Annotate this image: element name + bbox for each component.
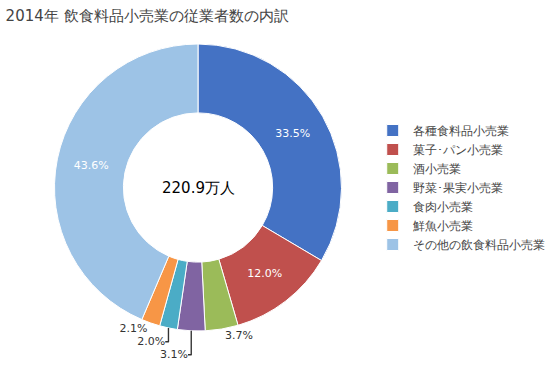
svg-text:鮮魚小売業: 鮮魚小売業 bbox=[413, 219, 473, 233]
svg-text:33.5%: 33.5% bbox=[275, 127, 310, 140]
svg-text:その他の飲食料品小売業: その他の飲食料品小売業 bbox=[413, 238, 545, 252]
svg-text:43.6%: 43.6% bbox=[74, 159, 109, 172]
svg-text:12.0%: 12.0% bbox=[247, 267, 282, 280]
svg-text:3.1%: 3.1% bbox=[160, 348, 188, 361]
svg-text:2.1%: 2.1% bbox=[119, 322, 147, 335]
svg-text:酒小売業: 酒小売業 bbox=[413, 162, 461, 176]
svg-text:220.9万人: 220.9万人 bbox=[162, 179, 235, 197]
svg-text:各種食料品小売業: 各種食料品小売業 bbox=[413, 124, 509, 138]
svg-text:3.7%: 3.7% bbox=[225, 329, 253, 342]
svg-text:2014年 飲食料品小売業の従業者数の内訳: 2014年 飲食料品小売業の従業者数の内訳 bbox=[6, 7, 289, 25]
svg-text:野菜･果実小売業: 野菜･果実小売業 bbox=[413, 181, 503, 195]
svg-text:食肉小売業: 食肉小売業 bbox=[413, 200, 473, 214]
svg-text:菓子･パン小売業: 菓子･パン小売業 bbox=[413, 143, 503, 157]
svg-text:2.0%: 2.0% bbox=[137, 335, 165, 348]
